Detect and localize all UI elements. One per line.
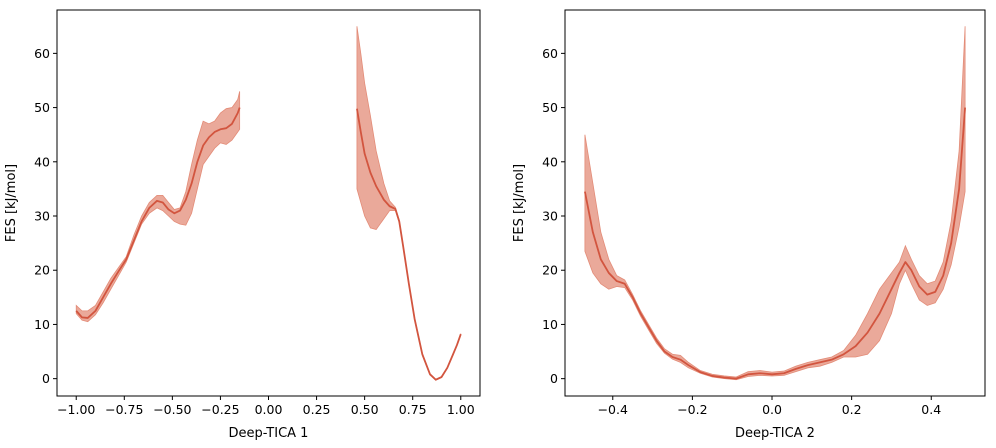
right-plot-panel: −0.4 −0.2 0.0 0.2 0.4 0 10 20 30 40 50 60 Deep-TICA …: [512, 9, 986, 441]
uncertainty-band: [356, 26, 462, 381]
fes-line: [584, 107, 966, 380]
x-tick-label: 1.00: [447, 402, 475, 417]
y-tick-label: 20: [34, 263, 50, 278]
x-tick-label: 0.75: [399, 402, 427, 417]
fes-line: [75, 107, 241, 319]
x-tick-label: −1.00: [57, 402, 95, 417]
y-tick-label: 60: [542, 46, 558, 61]
y-tick-label: 50: [34, 100, 50, 115]
y-tick-label: 40: [34, 154, 50, 169]
left-plot-panel: −1.00 −0.75 −0.50 −0.25 0.00 0.25 0.50 0.75 1.00…: [4, 9, 481, 441]
y-tick-label: 10: [34, 317, 50, 332]
y-tick-label: 50: [542, 100, 558, 115]
axes-frame: [56, 9, 481, 397]
y-tick-label: 30: [542, 209, 558, 224]
x-tick-label: −0.4: [598, 402, 628, 417]
y-axis-label: FES [kJ/mol]: [4, 164, 19, 242]
uncertainty-band: [75, 91, 241, 323]
x-tick-label: 0.4: [921, 402, 941, 417]
fes-line: [356, 108, 462, 381]
y-tick-label: 30: [34, 209, 50, 224]
x-tick-label: 0.2: [842, 402, 862, 417]
x-tick-label: −0.75: [105, 402, 143, 417]
x-axis-label: Deep-TICA 2: [735, 426, 815, 441]
axes-frame: [564, 9, 986, 397]
x-tick-label: 0.00: [255, 402, 283, 417]
y-tick-label: 40: [542, 154, 558, 169]
x-tick-label: −0.50: [153, 402, 191, 417]
y-tick-label: 20: [542, 263, 558, 278]
x-tick-label: −0.25: [201, 402, 239, 417]
x-tick-label: 0.25: [303, 402, 331, 417]
x-tick-label: 0.0: [762, 402, 782, 417]
x-tick-label: −0.2: [677, 402, 707, 417]
y-tick-label: 0: [42, 371, 50, 386]
y-axis-label: FES [kJ/mol]: [512, 164, 527, 242]
x-axis-label: Deep-TICA 1: [229, 426, 309, 441]
y-tick-label: 10: [542, 317, 558, 332]
y-tick-label: 0: [550, 371, 558, 386]
uncertainty-band: [584, 26, 966, 381]
y-tick-label: 60: [34, 46, 50, 61]
x-tick-label: 0.50: [351, 402, 379, 417]
